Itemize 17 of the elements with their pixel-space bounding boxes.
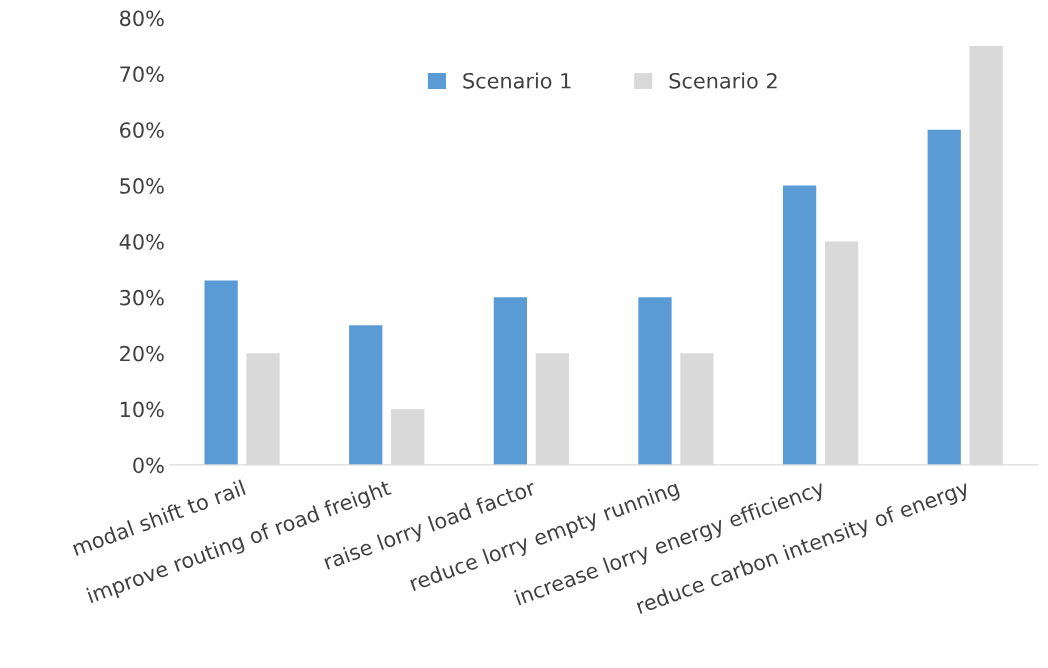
bar — [349, 325, 383, 465]
y-tick-label: 10% — [120, 401, 164, 418]
bar — [204, 280, 238, 465]
legend-label: Scenario 2 — [669, 72, 777, 89]
bar — [927, 129, 961, 465]
legend-label: Scenario 1 — [463, 72, 571, 89]
y-tick-label: 20% — [120, 345, 164, 362]
y-tick-label: 40% — [119, 233, 164, 250]
bar — [638, 297, 672, 465]
y-tick-label: 50% — [120, 178, 164, 194]
y-tick-label: 70% — [120, 66, 164, 83]
y-tick-label: 0% — [133, 457, 164, 474]
y-tick-label: 80% — [120, 10, 164, 27]
y-tick-label: 60% — [120, 122, 164, 138]
bar — [493, 297, 527, 465]
y-tick-label: 30% — [120, 289, 164, 306]
bar — [782, 185, 817, 465]
